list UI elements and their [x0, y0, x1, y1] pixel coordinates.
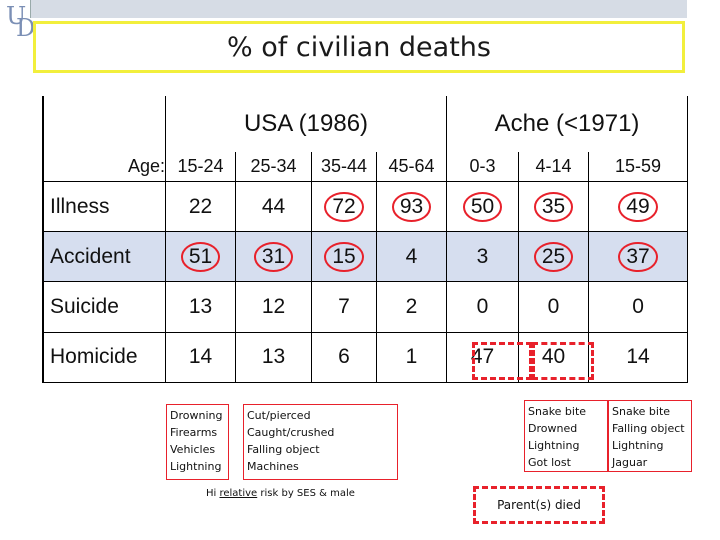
group-ache: Ache (<1971)	[446, 96, 689, 152]
value-cell: 4	[375, 231, 448, 283]
highlight-circle: 25	[533, 241, 574, 272]
highlight-circle: 72	[324, 191, 364, 222]
group-usa: USA (1986)	[164, 96, 448, 152]
slide-title: % of civilian deaths	[227, 31, 491, 63]
dashed-highlight-homicide-0-3	[472, 342, 532, 380]
highlight-circle: 51	[180, 241, 221, 272]
group-header-row: USA (1986) Ache (<1971)	[43, 96, 689, 152]
value-cell: 1	[375, 332, 448, 384]
parent-died-label: Parent(s) died	[497, 498, 581, 512]
value-cell: 15	[311, 231, 377, 283]
value-cell: 0	[588, 281, 689, 333]
highlight-circle: 50	[462, 191, 503, 222]
age-range: 25-34	[235, 151, 312, 182]
age-label: Age:	[43, 151, 166, 182]
value-cell: 25	[518, 231, 590, 283]
note-box-ache-child: Snake bite Drowned Lightning Got lost	[524, 400, 608, 472]
value-cell: 93	[375, 181, 448, 233]
age-range: 15-24	[165, 151, 236, 182]
value-cell: 14	[588, 332, 689, 384]
highlight-circle: 93	[391, 191, 432, 222]
value-cell: 51	[165, 231, 236, 283]
value-cell: 50	[446, 181, 520, 233]
note-box-accident-usa-young: Drowning Firearms Vehicles Lightning	[166, 404, 229, 480]
value-cell: 37	[588, 231, 689, 283]
highlight-circle: 15	[324, 241, 364, 272]
dashed-highlight-homicide-4-14	[532, 342, 594, 380]
parent-died-box: Parent(s) died	[473, 486, 605, 524]
highlight-circle: 37	[618, 241, 658, 272]
highlight-circle: 35	[533, 191, 574, 222]
title-box: % of civilian deaths	[33, 21, 685, 73]
age-range: 15-59	[588, 151, 689, 182]
value-cell: 14	[165, 332, 236, 384]
value-cell: 72	[311, 181, 377, 233]
value-cell: 7	[311, 281, 377, 333]
value-cell: 0	[518, 281, 590, 333]
row-label: Illness	[43, 181, 166, 233]
age-range: 45-64	[375, 151, 448, 182]
row-label: Homicide	[43, 332, 166, 384]
svg-text:U: U	[6, 2, 26, 30]
value-cell: 3	[446, 231, 520, 283]
value-cell: 49	[588, 181, 689, 233]
note-box-ache-adult: Snake bite Falling object Lightning Jagu…	[608, 400, 692, 472]
age-row: Age: 15-24 25-34 35-44 45-64 0-3 4-14 15…	[43, 151, 689, 182]
header-bar	[30, 0, 687, 18]
deaths-table: USA (1986) Ache (<1971) Age: 15-24 25-34…	[42, 96, 689, 384]
value-cell: 0	[446, 281, 520, 333]
value-cell: 22	[165, 181, 236, 233]
value-cell: 47	[446, 332, 520, 384]
value-cell: 13	[165, 281, 236, 333]
corner-cell	[43, 96, 166, 152]
value-cell: 44	[235, 181, 312, 233]
value-cell: 31	[235, 231, 312, 283]
value-cell: 6	[311, 332, 377, 384]
table-row-accident: Accident 51 31 15 4 3 25 37	[43, 231, 689, 283]
table-row-illness: Illness 22 44 72 93 50 35 49	[43, 181, 689, 233]
svg-text:D: D	[16, 14, 35, 40]
value-cell: 12	[235, 281, 312, 333]
row-label: Accident	[43, 231, 166, 283]
highlight-circle: 49	[618, 191, 658, 222]
row-label: Suicide	[43, 281, 166, 333]
value-cell: 13	[235, 332, 312, 384]
ses-note: Hi relative risk by SES & male	[206, 488, 355, 499]
age-range: 35-44	[311, 151, 377, 182]
value-cell: 2	[375, 281, 448, 333]
note-box-accident-usa-mid: Cut/pierced Caught/crushed Falling objec…	[243, 404, 398, 480]
table-row-suicide: Suicide 13 12 7 2 0 0 0	[43, 281, 689, 333]
age-range: 4-14	[518, 151, 590, 182]
value-cell: 35	[518, 181, 590, 233]
table-row-homicide: Homicide 14 13 6 1 47 40 14	[43, 332, 689, 384]
university-logo: U D	[6, 2, 35, 40]
highlight-circle: 31	[253, 241, 294, 272]
age-range: 0-3	[446, 151, 520, 182]
